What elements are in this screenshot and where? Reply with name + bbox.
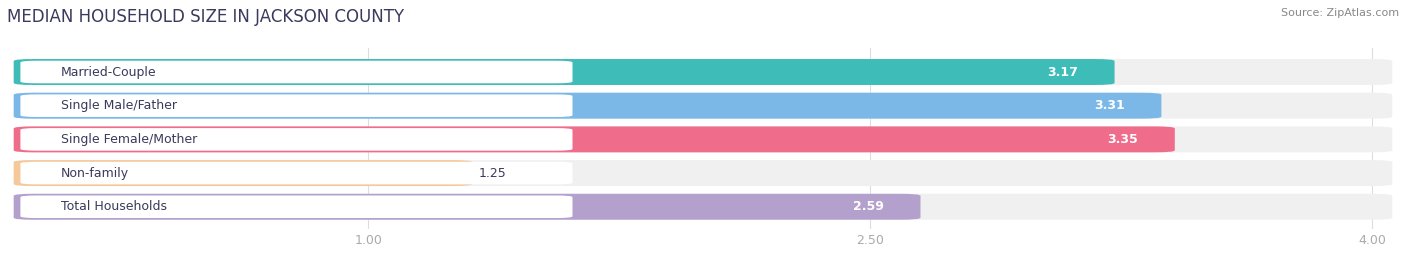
Text: Married-Couple: Married-Couple [60,65,156,79]
Text: 3.17: 3.17 [1047,65,1078,79]
FancyBboxPatch shape [14,194,921,220]
FancyBboxPatch shape [14,160,1392,186]
FancyBboxPatch shape [14,93,1392,119]
Text: Non-family: Non-family [60,167,129,180]
FancyBboxPatch shape [14,160,472,186]
Text: Single Male/Father: Single Male/Father [60,99,177,112]
FancyBboxPatch shape [14,59,1115,85]
FancyBboxPatch shape [14,59,1392,85]
FancyBboxPatch shape [14,126,1392,152]
Text: 3.31: 3.31 [1094,99,1125,112]
Text: 3.35: 3.35 [1108,133,1137,146]
FancyBboxPatch shape [14,93,1161,119]
FancyBboxPatch shape [21,94,572,117]
FancyBboxPatch shape [21,61,572,83]
Text: MEDIAN HOUSEHOLD SIZE IN JACKSON COUNTY: MEDIAN HOUSEHOLD SIZE IN JACKSON COUNTY [7,8,404,26]
Text: Total Households: Total Households [60,200,166,213]
Text: 1.25: 1.25 [479,167,506,180]
Text: Source: ZipAtlas.com: Source: ZipAtlas.com [1281,8,1399,18]
FancyBboxPatch shape [21,128,572,151]
FancyBboxPatch shape [21,162,572,184]
Text: 2.59: 2.59 [853,200,884,213]
FancyBboxPatch shape [14,126,1175,152]
FancyBboxPatch shape [21,196,572,218]
Text: Single Female/Mother: Single Female/Mother [60,133,197,146]
FancyBboxPatch shape [14,194,1392,220]
